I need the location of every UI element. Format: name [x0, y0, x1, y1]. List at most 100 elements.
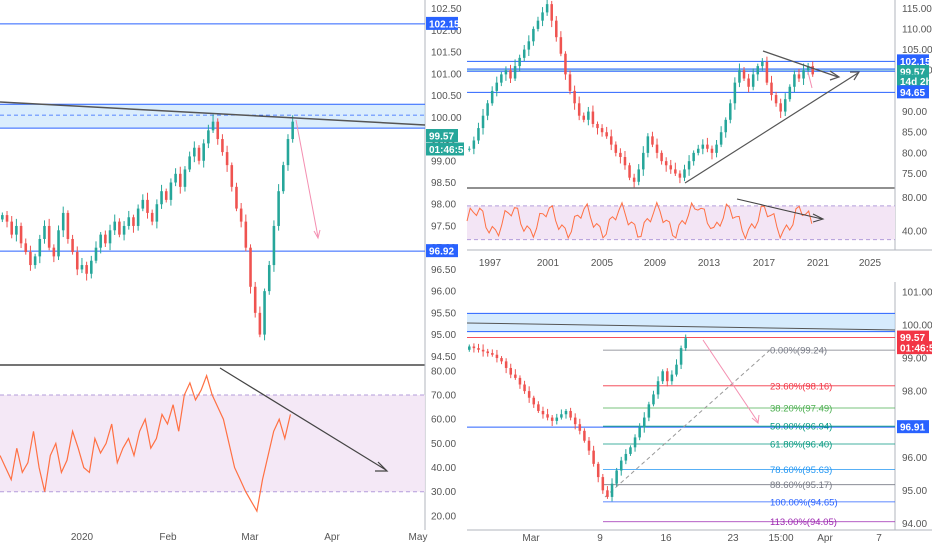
tr-candle-body: [518, 57, 521, 67]
tr-candle-body: [527, 41, 531, 50]
br-arrowhead: [751, 414, 760, 424]
left-candle-body: [146, 199, 149, 213]
br-candle-body: [527, 391, 531, 398]
left-x-label-4: May: [409, 532, 428, 543]
left-price-tick-0: 102.50: [431, 4, 462, 15]
tr-badge-3: 94.65: [900, 88, 925, 99]
left-candle-body: [150, 212, 154, 222]
left-arrowhead: [313, 229, 321, 240]
tr-candle-body: [797, 74, 801, 79]
left-candle-body: [258, 312, 262, 335]
br-candle-body: [615, 470, 618, 484]
left-x-label-1: Feb: [159, 532, 177, 543]
tr-rsi-trendline: [736, 198, 823, 220]
tr-candle-body: [719, 132, 723, 145]
left-candle-body: [197, 147, 201, 161]
tr-x-label-6: 2021: [807, 258, 830, 269]
tr-badge-bg-2: [897, 74, 929, 88]
br-fib-label-0: 0.00%(99.24): [770, 346, 827, 357]
br-x-label-5: Apr: [817, 533, 833, 544]
tr-candle-body: [756, 66, 760, 75]
tr-candle-body: [747, 78, 750, 87]
tr-candle-body: [783, 99, 787, 112]
tr-candle-body: [545, 4, 549, 13]
tr-candle-body: [555, 20, 558, 38]
left-candle-body: [225, 152, 229, 166]
br-candle-body: [675, 364, 678, 375]
tr-candle-body: [646, 136, 650, 153]
tr-badge-bg-0: [897, 54, 929, 68]
left-candle-body: [90, 260, 93, 274]
tr-candle-body: [793, 74, 796, 87]
tr-candle-body: [564, 53, 567, 75]
br-candle-body: [684, 338, 687, 349]
tr-price-tick-5: 90.00: [902, 107, 927, 118]
tr-candle-body: [513, 66, 517, 79]
br-price-tick-1: 100.00: [902, 320, 932, 331]
br-candle-body: [491, 353, 494, 355]
left-rsi-arrowhead: [375, 461, 389, 472]
tr-candle-body: [674, 169, 677, 174]
left-candle-body: [118, 221, 121, 235]
br-candle-body: [504, 361, 508, 368]
left-candle-body: [193, 147, 196, 157]
left-candle-body: [94, 247, 98, 261]
tr-candle-body: [779, 103, 782, 112]
tr-price-tick-6: 85.00: [902, 128, 927, 139]
left-price-tick-8: 98.50: [431, 178, 456, 189]
tr-price-tick-8: 75.00: [902, 169, 927, 180]
tr-support-arrowhead: [850, 71, 861, 81]
left-candle-body: [75, 252, 79, 270]
left-candle-body: [5, 215, 9, 222]
tr-candle-body: [509, 70, 512, 79]
br-candle-body: [468, 346, 471, 350]
tr-candle-body: [550, 4, 553, 21]
left-candle-body: [263, 291, 266, 335]
br-fib-label-4: 61.80%(96.40): [770, 440, 832, 451]
tr-candle-body: [623, 157, 627, 166]
tr-rsi-arrowhead: [812, 213, 825, 223]
left-candle-body: [202, 143, 205, 161]
br-candle-body: [481, 349, 485, 352]
br-fib-label-7: 100.00%(94.65): [770, 497, 838, 508]
br-fib-label-3: 50.00%(96.94): [770, 422, 832, 433]
left-candle-body: [127, 217, 131, 226]
left-candle-body: [141, 199, 145, 209]
tr-x-label-1: 2001: [537, 258, 560, 269]
tr-support-trendline: [684, 72, 859, 184]
left-x-label-0: 2020: [71, 532, 94, 543]
tr-candle-body: [559, 37, 563, 54]
left-candle-body: [253, 286, 257, 313]
tr-candle-body: [715, 144, 718, 153]
br-fib-label-6: 88.60%(95.17): [770, 480, 832, 491]
left-trendline: [0, 101, 426, 126]
br-candle-body: [656, 381, 660, 395]
left-candle-body: [277, 191, 280, 226]
left-price-tick-5: 100.00: [431, 113, 462, 124]
left-candle-body: [24, 243, 28, 253]
left-candle-body: [57, 230, 60, 257]
tr-projection-arrow: [807, 71, 813, 89]
br-fib-label-1: 23.60%(98.16): [770, 381, 832, 392]
left-candle-body: [244, 221, 248, 248]
left-x-label-3: Apr: [324, 532, 340, 543]
tr-candle-body: [600, 128, 604, 133]
br-candle-body: [679, 348, 683, 365]
left-candle-body: [38, 238, 42, 257]
br-candle-body: [569, 410, 572, 418]
left-candle-body: [71, 238, 74, 253]
br-candle-body: [573, 417, 577, 425]
tr-price-tick-2: 105.00: [902, 45, 932, 56]
left-price-tick-16: 94.50: [431, 352, 456, 363]
br-price-tick-5: 96.00: [902, 453, 927, 464]
tr-candles: [468, 0, 814, 188]
tr-candle-body: [724, 119, 727, 133]
tr-resistance-trendline: [762, 50, 839, 78]
left-candle-body: [132, 217, 135, 226]
tr-candle-body: [642, 152, 645, 170]
left-candle-body: [113, 221, 117, 231]
left-rsi-tick-4: 40.00: [431, 463, 456, 474]
br-projection-arrow: [702, 339, 759, 423]
left-candle-body: [164, 191, 168, 200]
left-rsi-trendline: [219, 367, 387, 471]
